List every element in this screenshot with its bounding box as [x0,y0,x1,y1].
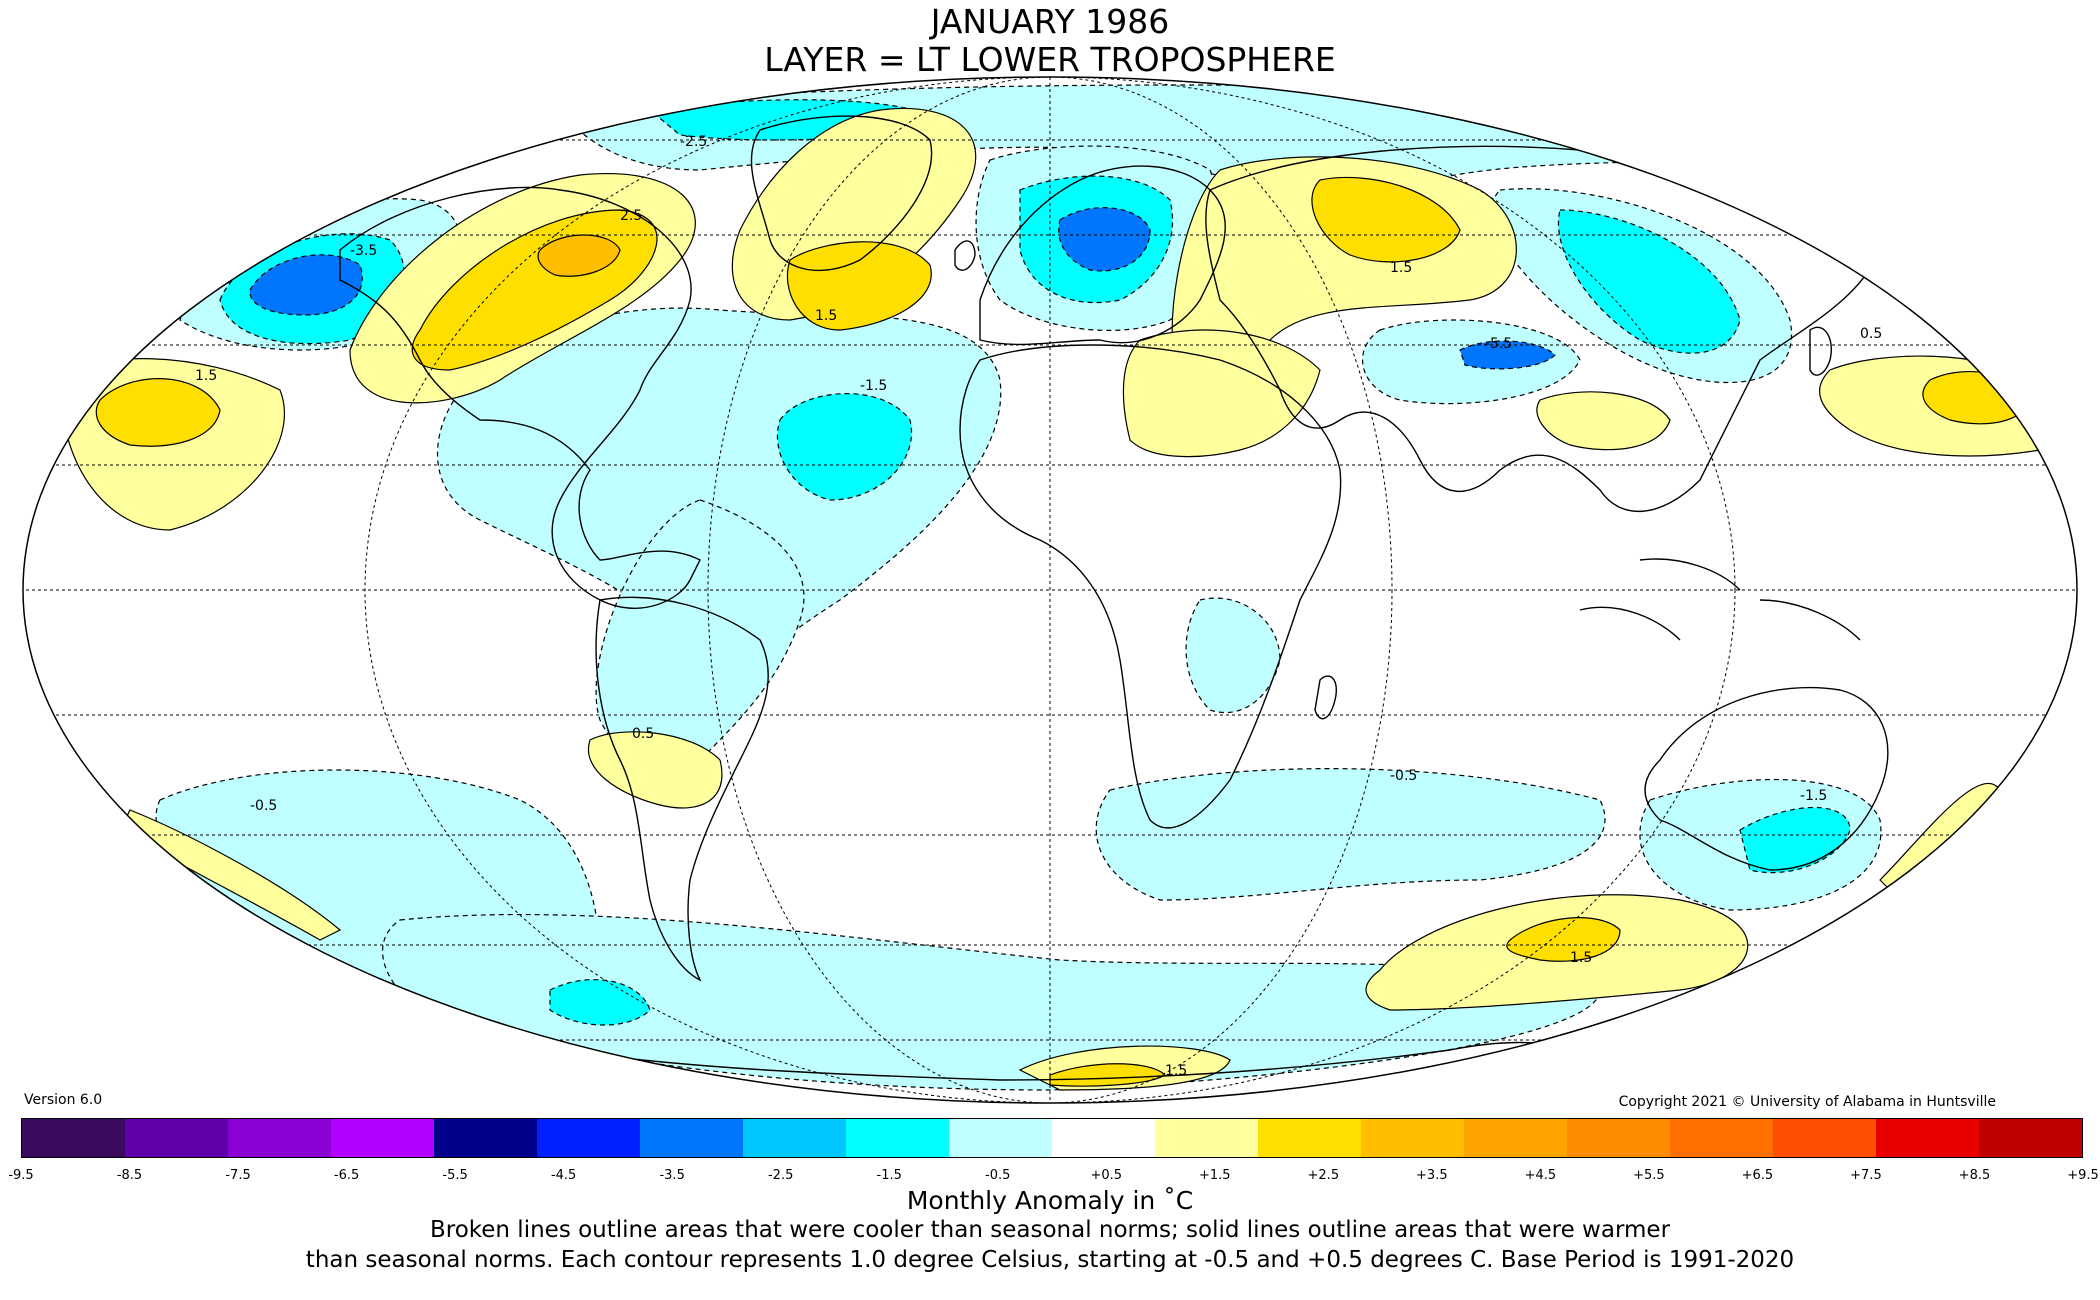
color-scale-tick-label: +7.5 [1850,1168,1882,1183]
anomaly-region-eastasia-cyan [1558,209,1741,354]
color-scale-tick-label: +0.5 [1090,1168,1123,1183]
color-scale-segment [228,1119,331,1157]
contour-label: 0.5 [632,726,654,742]
color-scale-segment [1361,1119,1464,1157]
greenland-outline [750,115,933,272]
contour-label: 1.5 [815,308,837,324]
color-scale-tick-label: +6.5 [1741,1168,1774,1183]
color-scale-tick-label: -0.5 [985,1168,1011,1183]
anomaly-region-siberia-strong [1311,176,1461,263]
anomaly-region-caspian-deep [1459,340,1556,370]
japan-outline [1809,326,1832,376]
color-scale-segment [743,1119,846,1157]
color-scale-tick-label: -5.5 [442,1168,468,1183]
color-scale-bar [21,1118,2083,1158]
color-scale-segment [1670,1119,1773,1157]
map-title: JANUARY 1986 [930,2,1170,41]
europe-outline [979,165,1226,346]
color-scale-segment [22,1119,125,1157]
anomaly-region-australia-cyan [1739,807,1851,874]
contour-label: -0.5 [250,798,277,814]
color-scale-tick-label: -3.5 [659,1168,685,1183]
australia-outline [1644,686,1889,871]
color-scale-tick-label: -4.5 [550,1168,577,1183]
coastlines [339,115,1975,1081]
color-scale-tick-label: -6.5 [333,1168,360,1183]
madagascar-outline [1314,675,1337,720]
north-america-outline [339,186,701,609]
color-scale-segment [1155,1119,1258,1157]
contour-label: -3.5 [350,243,377,259]
globe-outline [22,76,2078,1104]
contour-label: -1.5 [1800,788,1827,804]
color-scale-segment [1052,1119,1155,1157]
color-scale-segment [331,1119,434,1157]
contour-label: -5.5 [1485,336,1512,352]
uk-outline [954,240,976,271]
anomaly-region-india-warm [1536,391,1671,451]
new-zealand-outline [1953,836,1975,875]
contour-label: 1.5 [1390,260,1412,276]
map-subtitle: LAYER = LT LOWER TROPOSPHERE [764,40,1336,79]
anomaly-region-argentina-warm [587,731,723,809]
anomaly-region-antarctic-strong [1049,1063,1166,1087]
contour-label: -0.5 [1390,768,1417,784]
color-scale-tick-label: +9.5 [2067,1168,2099,1183]
color-scale-segment [1876,1119,1979,1157]
color-scale-segment [640,1119,743,1157]
color-scale-segment [1567,1119,1670,1157]
anomaly-region-africa-cold [1185,597,1281,714]
version-label: Version 6.0 [24,1092,103,1108]
anomaly-region-southern-ocean-strong [1506,917,1621,962]
color-scale-tick-label: -7.5 [225,1168,251,1183]
color-scale-tick-label: -1.5 [876,1168,902,1183]
south-america-outline [595,596,769,982]
color-scale-segment [1464,1119,1567,1157]
color-scale-segment [125,1119,228,1157]
contour-label: 1.5 [195,368,217,384]
anomaly-map: -3.5 2.5 1.5 -1.5 1.5 1.5 -5.5 -0.5 -0.5… [22,76,2078,1104]
color-scale-segment [1773,1119,1876,1157]
contour-label: 1.5 [1570,950,1592,966]
contour-labels: -3.5 2.5 1.5 -1.5 1.5 1.5 -5.5 -0.5 -0.5… [195,134,1882,1079]
color-scale-segment [846,1119,949,1157]
color-scale-segment [1979,1119,2082,1157]
color-scale-tick-label: +2.5 [1307,1168,1340,1183]
color-scale-segment [537,1119,640,1157]
color-scale-tick-label: +8.5 [1958,1168,1991,1183]
color-scale-tick-label: -9.5 [8,1168,34,1183]
copyright-notice: Copyright 2021 © University of Alabama i… [1618,1094,1996,1110]
africa-outline [959,344,1342,829]
anomaly-region-pacific-west-strong [95,378,221,447]
color-scale-tick-label: -8.5 [116,1168,143,1183]
anomaly-region-northafrica-warm [1122,329,1321,458]
contour-label: 2.5 [620,208,642,224]
color-scale-tick-label: -2.5 [767,1168,794,1183]
anomaly-region-europe-deep [1058,207,1151,272]
antarctica-outline [559,1041,1561,1081]
indonesia-outline [1579,558,1861,641]
colorbar-unit-label: Monthly Anomaly in ˚C [906,1186,1194,1215]
legend-note-line-2: than seasonal norms. Each contour repres… [305,1247,1795,1273]
anomaly-region-canada-peak [537,234,621,277]
color-scale-segment [434,1119,537,1157]
color-scale-tick-label: +5.5 [1633,1168,1665,1183]
color-scale-segment [949,1119,1052,1157]
color-scale-tick-label: +1.5 [1198,1168,1231,1183]
contour-label: 1.5 [1165,1063,1187,1079]
contour-label: -1.5 [860,378,887,394]
color-scale-tick-label: +4.5 [1524,1168,1557,1183]
anomaly-region-greenland-strong [786,241,932,331]
anomaly-region-antarctic-cyan [549,979,651,1026]
anomaly-region-alaska-deep [249,254,363,316]
contour-label: 0.5 [1860,326,1882,342]
color-scale-tick-label: +3.5 [1416,1168,1448,1183]
anomaly-region-south-atlantic-cold [595,499,805,778]
legend-note-line-1: Broken lines outline areas that were coo… [429,1217,1671,1243]
anomaly-region-atlantic-cyan [776,393,913,501]
color-scale-segment [1258,1119,1361,1157]
color-scale-ticks: -9.5 -8.5 -7.5 -6.5 -5.5 -4.5 -3.5 -2.5 -1.5 -0.5… [8,1168,2098,1186]
contour-label: -2.5 [680,134,707,150]
